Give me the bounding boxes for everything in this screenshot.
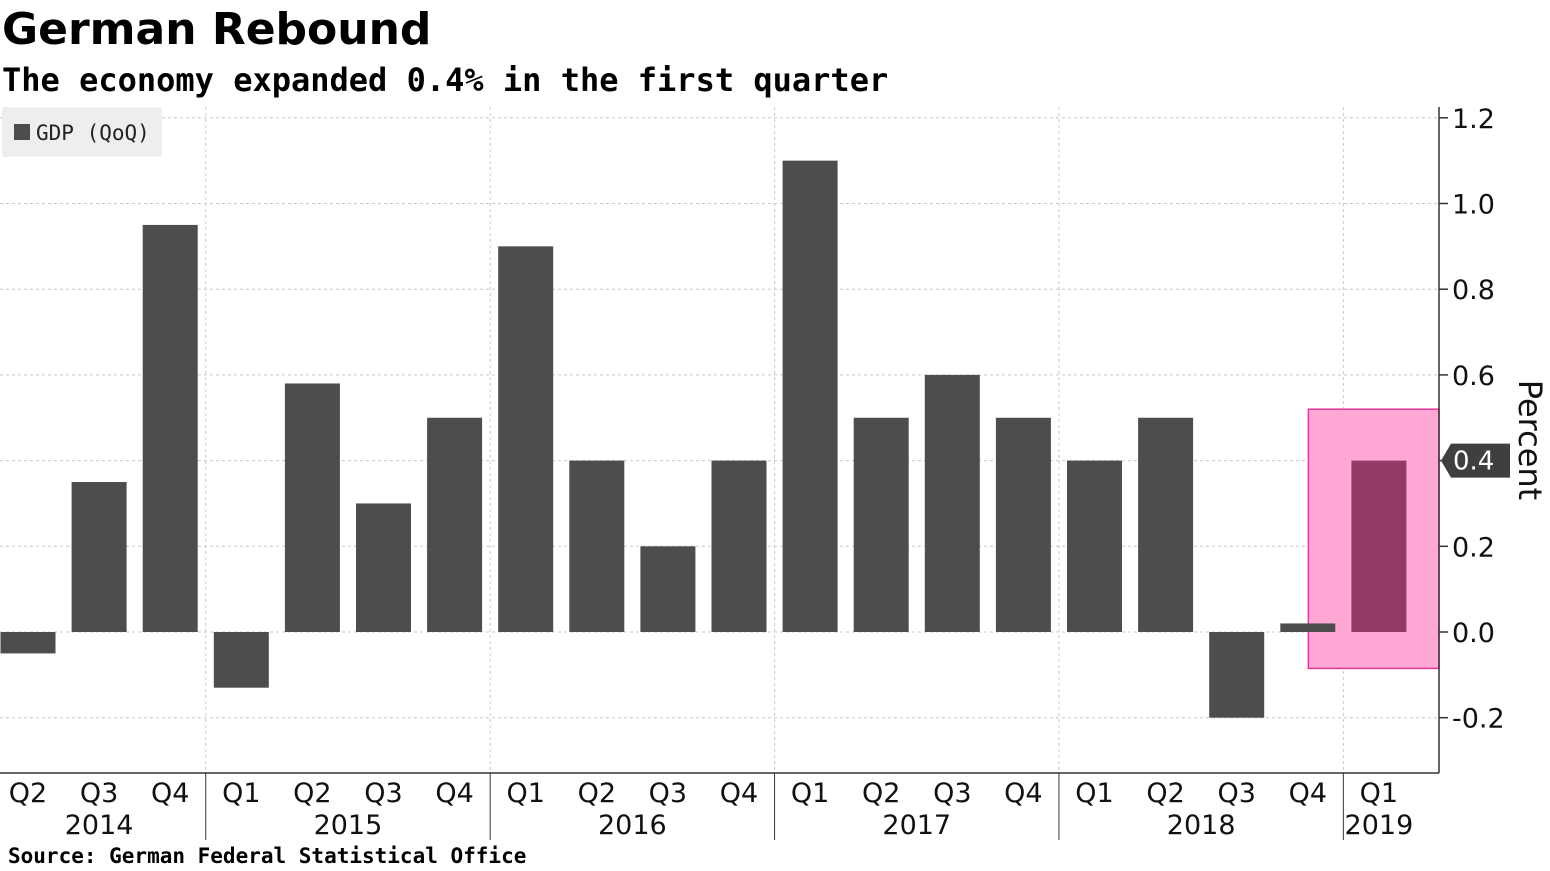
bar xyxy=(142,224,198,633)
year-label: 2018 xyxy=(1167,810,1236,841)
x-tick-label: Q4 xyxy=(1004,778,1042,809)
chart-title: German Rebound xyxy=(2,4,432,55)
x-tick-label: Q2 xyxy=(9,778,47,809)
x-tick-label: Q2 xyxy=(1146,778,1184,809)
legend-swatch xyxy=(14,124,30,140)
x-tick-label: Q3 xyxy=(364,778,402,809)
x-tick-label: Q3 xyxy=(1217,778,1255,809)
bar xyxy=(711,460,767,632)
bar xyxy=(1280,623,1336,632)
x-tick-label: Q4 xyxy=(151,778,189,809)
bar xyxy=(569,460,625,632)
x-tick-label: Q1 xyxy=(791,778,829,809)
x-tick-label: Q2 xyxy=(293,778,331,809)
bar xyxy=(213,632,269,688)
y-axis-label: Percent xyxy=(1511,380,1549,500)
bar xyxy=(1067,460,1122,632)
chart-subtitle: The economy expanded 0.4% in the first q… xyxy=(2,61,889,99)
y-tick-label: 0.2 xyxy=(1452,532,1495,563)
legend-label: GDP (QoQ) xyxy=(36,121,150,145)
x-tick-label: Q1 xyxy=(222,778,260,809)
bar xyxy=(995,417,1051,632)
year-label: 2019 xyxy=(1345,810,1414,841)
year-label: 2015 xyxy=(314,810,383,841)
y-tick-label: 1.0 xyxy=(1452,190,1495,221)
legend: GDP (QoQ) xyxy=(2,107,162,157)
y-tick-label: 0.6 xyxy=(1452,361,1495,392)
callout-marker xyxy=(1441,443,1510,478)
x-tick-labels: Q2 Q3 Q4 Q1 Q2 Q3 Q4 Q1 Q2 Q3 Q4 Q1 Q2 Q3 Q4 Q1 Q2 Q3 Q4 Q1 xyxy=(9,778,1398,809)
year-label: 2017 xyxy=(882,810,951,841)
bar xyxy=(427,417,483,632)
x-tick-label: Q3 xyxy=(933,778,971,809)
callout-label: 0.4 xyxy=(1453,447,1494,477)
legend-background xyxy=(2,107,162,157)
year-labels: 2014 2015 2016 2017 2018 2019 xyxy=(65,810,1414,841)
y-tick-label: 0.8 xyxy=(1452,275,1495,306)
bar xyxy=(356,503,411,632)
x-tick-label: Q2 xyxy=(862,778,900,809)
y-tick-label: -0.2 xyxy=(1452,704,1505,735)
year-label: 2016 xyxy=(598,810,667,841)
x-tick-label: Q3 xyxy=(649,778,687,809)
bar xyxy=(782,160,838,632)
bar xyxy=(924,374,980,632)
bar xyxy=(284,383,340,632)
bar xyxy=(71,482,127,632)
bar xyxy=(853,417,909,632)
bars xyxy=(0,160,1407,718)
value-callout: 0.4 xyxy=(1441,443,1510,478)
y-tick-label: 1.2 xyxy=(1452,104,1495,135)
bar xyxy=(0,632,56,654)
x-tick-label: Q4 xyxy=(720,778,758,809)
x-tick-label: Q4 xyxy=(1289,778,1327,809)
x-tick-label: Q1 xyxy=(506,778,544,809)
source-note: Source: German Federal Statistical Offic… xyxy=(8,844,527,868)
bar xyxy=(1138,417,1194,632)
bar xyxy=(1209,632,1265,718)
year-label: 2014 xyxy=(65,810,134,841)
axes xyxy=(0,107,1440,840)
x-tick-label: Q4 xyxy=(435,778,473,809)
y-tick-label: 0.0 xyxy=(1452,618,1495,649)
x-tick-label: Q1 xyxy=(1075,778,1113,809)
x-tick-label: Q1 xyxy=(1360,778,1398,809)
y-tick-labels: -0.2 0.0 0.2 0.4 0.6 0.8 1.0 1.2 xyxy=(1439,104,1505,735)
bar xyxy=(1351,460,1407,632)
bar xyxy=(640,546,696,632)
x-tick-label: Q2 xyxy=(578,778,616,809)
x-tick-label: Q3 xyxy=(80,778,118,809)
bar xyxy=(498,246,554,632)
